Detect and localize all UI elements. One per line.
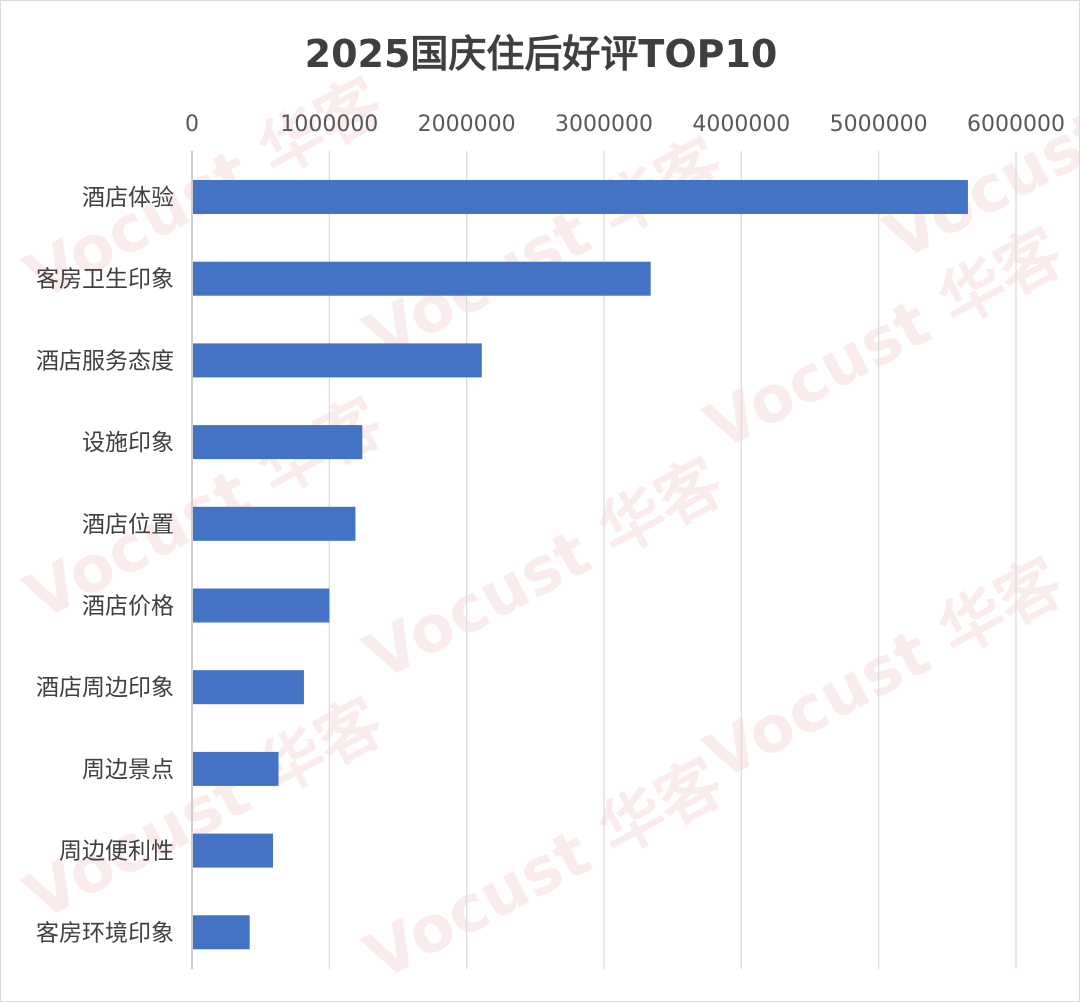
- x-tick-label: 0: [185, 112, 199, 137]
- x-tick-label: 4000000: [692, 112, 790, 137]
- chart-title: 2025国庆住后好评TOP10: [304, 32, 778, 76]
- bar: [193, 751, 279, 786]
- x-tick-label: 2000000: [418, 112, 516, 137]
- bar: [193, 588, 330, 623]
- x-tick-label: 1000000: [280, 112, 378, 137]
- category-labels: 酒店体验客房卫生印象酒店服务态度设施印象酒店位置酒店价格酒店周边印象周边景点周边…: [36, 185, 174, 946]
- watermark-text: Vocust 华客: [354, 446, 735, 696]
- bar: [193, 915, 250, 950]
- watermark-text: Vocust 华客: [694, 546, 1075, 796]
- category-label: 设施印象: [82, 430, 174, 456]
- x-tick-label: 5000000: [830, 112, 928, 137]
- x-axis-ticks: 0 1000000 2000000 3000000 4000000 5000000 6000…: [185, 112, 1065, 137]
- bar: [193, 506, 356, 541]
- category-label: 客房卫生印象: [36, 267, 174, 293]
- category-label: 酒店价格: [82, 594, 174, 620]
- bar: [193, 343, 482, 378]
- category-label: 酒店位置: [82, 512, 174, 538]
- bar: [193, 425, 363, 460]
- category-label: 酒店服务态度: [36, 348, 174, 374]
- category-label: 周边便利性: [59, 839, 174, 865]
- bar: [193, 833, 274, 868]
- bars: [193, 180, 968, 950]
- category-label: 周边景点: [82, 757, 174, 783]
- category-label: 酒店体验: [82, 185, 174, 211]
- x-tick-label: 6000000: [967, 112, 1065, 137]
- watermark-text: Vocust 华客: [694, 216, 1075, 466]
- watermark-text: Vocust 华客: [14, 686, 395, 936]
- category-label: 客房环境印象: [36, 920, 174, 946]
- watermark-text: Vocust 华客: [354, 746, 735, 996]
- bar: [193, 180, 968, 214]
- category-label: 酒店周边印象: [36, 675, 174, 701]
- watermark-text: Vocust 华客: [354, 126, 735, 376]
- bar: [193, 670, 304, 705]
- x-tick-label: 3000000: [555, 112, 653, 137]
- bar: [193, 261, 651, 296]
